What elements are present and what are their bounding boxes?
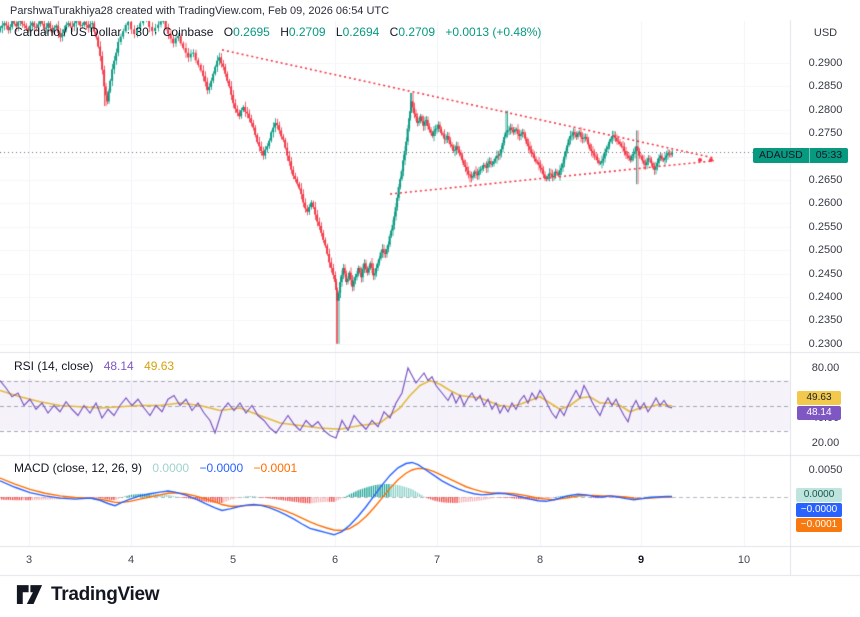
rsi-axis-label: 20.00 — [811, 437, 840, 449]
price-axis-label: 0.2900 — [808, 57, 843, 69]
close-label: C — [389, 25, 399, 39]
price-axis-label: 0.2400 — [808, 291, 843, 303]
macd-hist-value: 0.0000 — [152, 461, 190, 475]
symbol-timeframe: 30 — [135, 25, 149, 39]
time-axis-label: 10 — [737, 554, 751, 566]
separator-dot: · — [153, 25, 158, 39]
rsi-value-badge: 48.14 — [797, 406, 841, 420]
time-axis-label: 3 — [25, 554, 33, 566]
close-value: 0.2709 — [398, 25, 436, 39]
time-axis-label: 5 — [229, 554, 237, 566]
macd-line-value: −0.0000 — [199, 461, 244, 475]
macd-panel-label[interactable]: MACD (close, 12, 26, 9) 0.0000 −0.0000 −… — [14, 461, 297, 475]
price-axis-label: 0.2600 — [808, 197, 843, 210]
price-axis-label: 0.2350 — [808, 314, 843, 327]
price-axis-label: 0.2750 — [808, 127, 843, 140]
price-axis-label: 0.2450 — [808, 267, 843, 280]
price-axis-label: 0.2550 — [808, 220, 843, 233]
tradingview-logo-icon — [16, 585, 43, 604]
badge-symbol: ADAUSD — [759, 149, 803, 161]
time-axis-label: 8 — [536, 554, 544, 566]
low-label: L — [335, 25, 343, 39]
symbol-exchange: Coinbase — [162, 25, 214, 39]
price-axis-label: 0.2650 — [808, 174, 843, 186]
price-axis-label: 0.2800 — [808, 103, 843, 116]
time-axis-label: 9 — [637, 554, 645, 566]
time-axis-label: 4 — [127, 554, 135, 566]
price-axis-label: 0.2300 — [808, 337, 843, 350]
tradingview-logo-text: TradingView — [51, 584, 160, 605]
price-axis-label: 0.2500 — [808, 244, 843, 257]
open-value: 0.2695 — [233, 25, 270, 39]
rsi-panel-label[interactable]: RSI (14, close) 48.14 49.63 — [14, 359, 174, 373]
last-price-badge: ADAUSD 05:33 — [753, 148, 849, 163]
badge-countdown: 05:33 — [808, 148, 848, 163]
high-label: H — [280, 25, 289, 39]
macd-label: MACD (close, 12, 26, 9) — [14, 461, 143, 475]
macd-value-badge: −0.0000 — [796, 503, 842, 517]
time-axis-label: 6 — [331, 554, 339, 566]
symbol-info-bar[interactable]: Cardano / US Dollar · 30 · Coinbase O0.2695 … — [14, 25, 541, 39]
low-value: 0.2694 — [342, 25, 380, 39]
macd-value-badge: −0.0001 — [796, 518, 842, 532]
rsi-value-badge: 49.63 — [797, 391, 841, 405]
open-label: O — [223, 25, 234, 39]
high-value: 0.2709 — [288, 25, 326, 39]
tradingview-logo[interactable]: TradingView — [16, 583, 160, 607]
rsi-axis-label: 80.00 — [811, 362, 840, 374]
separator-dot: · — [126, 25, 131, 39]
time-axis-label: 7 — [433, 554, 441, 566]
macd-value-badge: 0.0000 — [796, 488, 842, 502]
change-value: +0.0013 (+0.48%) — [445, 25, 542, 39]
symbol-title: Cardano / US Dollar — [14, 25, 122, 39]
attribution-text: ParshwaTurakhiya28 created with TradingV… — [10, 5, 390, 17]
rsi-ma-value: 49.63 — [144, 359, 175, 373]
price-axis-label: 0.2850 — [808, 80, 843, 93]
macd-signal-value: −0.0001 — [253, 461, 298, 475]
rsi-label: RSI (14, close) — [14, 359, 94, 373]
rsi-value: 48.14 — [103, 359, 134, 373]
macd-axis-label: 0.0050 — [808, 464, 843, 476]
currency-label: USD — [813, 27, 838, 39]
